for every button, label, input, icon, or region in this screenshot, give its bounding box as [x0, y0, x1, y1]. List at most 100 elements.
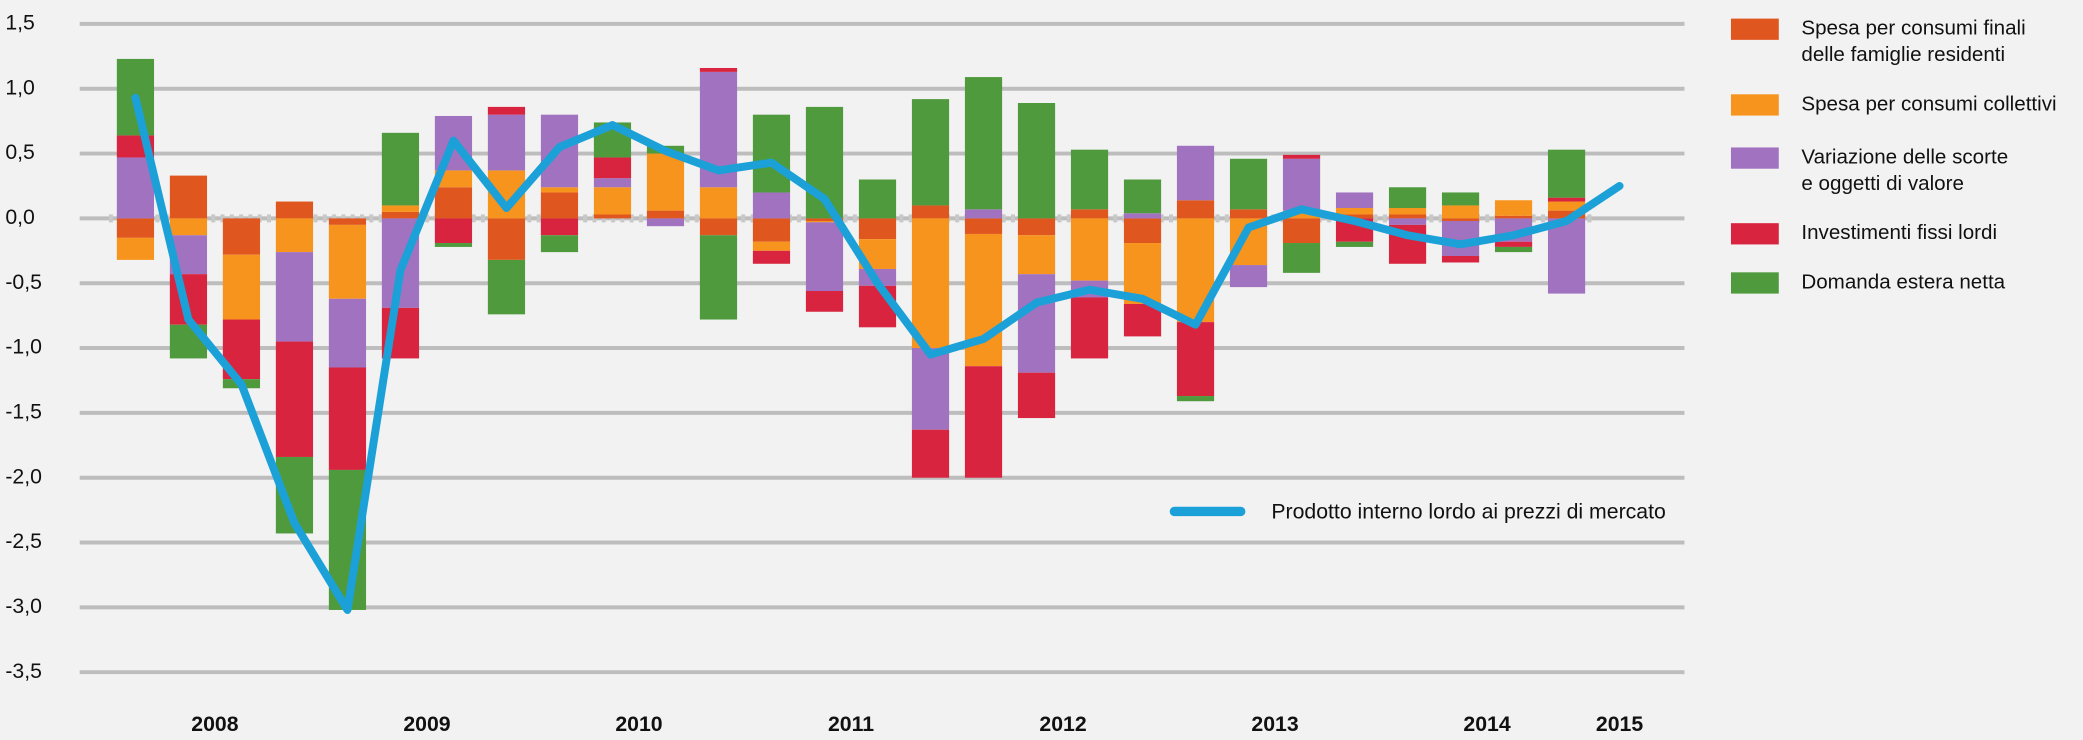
- bar-segment: [1547, 197, 1586, 202]
- bar-segment: [328, 367, 367, 470]
- legend-label: Prodotto interno lordo ai prezzi di merc…: [1271, 499, 1666, 523]
- bar-segment: [1547, 218, 1586, 294]
- legend-item: Variazione delle scorte e oggetti di val…: [1730, 146, 2009, 197]
- y-tick-label: -1,5: [5, 399, 42, 423]
- bar-segment: [805, 218, 844, 221]
- bar-segment: [699, 218, 738, 236]
- bar-segment: [911, 99, 950, 206]
- bar-segment: [805, 220, 844, 223]
- bar-segment: [1441, 255, 1480, 263]
- bar-segment: [487, 114, 526, 171]
- legend-label: Variazione delle scorte e oggetti di val…: [1801, 146, 2009, 196]
- bar-segment: [116, 237, 155, 260]
- bar-segment: [1123, 179, 1162, 214]
- bar-segment: [1441, 192, 1480, 206]
- bar-segment: [593, 157, 632, 179]
- bar-segment: [381, 132, 420, 206]
- bar-segment: [1335, 208, 1374, 215]
- x-tick-label: 2010: [615, 712, 662, 736]
- bar-segment: [1282, 210, 1321, 219]
- bar-segment: [381, 211, 420, 219]
- bar-segment: [1282, 158, 1321, 211]
- bar-segment: [752, 241, 791, 251]
- legend-swatch: [1730, 94, 1779, 116]
- bar-segment: [1229, 158, 1268, 210]
- bar-segment: [1017, 235, 1056, 275]
- bar-segment: [1494, 246, 1533, 253]
- bar-segment: [169, 218, 208, 236]
- bar-segment: [1070, 297, 1109, 359]
- bar-segment: [1547, 201, 1586, 211]
- legend-label: Spesa per consumi collettivi: [1801, 92, 2057, 116]
- bar-segment: [752, 250, 791, 264]
- bar-segment: [1070, 218, 1109, 281]
- bar-segment: [1070, 209, 1109, 219]
- bar-segment: [593, 187, 632, 215]
- bar-segment: [646, 218, 685, 227]
- bar-segment: [1494, 241, 1533, 247]
- bar-segment: [434, 170, 473, 188]
- bar-segment: [1441, 218, 1480, 221]
- bar-segment: [858, 218, 897, 240]
- bar-segment: [487, 218, 526, 260]
- legend-label: Investimenti fissi lordi: [1801, 221, 1998, 245]
- x-tick-label: 2012: [1039, 712, 1086, 736]
- x-tick-label: 2008: [191, 712, 238, 736]
- bar-segment: [434, 243, 473, 247]
- bar-segment: [1547, 149, 1586, 198]
- bar-segment: [116, 157, 155, 219]
- x-tick-label: 2011: [828, 712, 874, 736]
- bar-segment: [275, 341, 314, 457]
- legend-label: Domanda estera netta: [1801, 271, 2006, 294]
- bar-segment: [964, 77, 1003, 210]
- bar-segment: [911, 205, 950, 219]
- bar-segment: [1335, 214, 1374, 219]
- bar-segment: [699, 235, 738, 320]
- bar-segment: [752, 218, 791, 242]
- bar-segment: [1229, 209, 1268, 219]
- bar-segment: [169, 175, 208, 219]
- bar-segment: [858, 179, 897, 219]
- x-tick-label: 2013: [1251, 712, 1298, 736]
- bar-segment: [275, 252, 314, 342]
- bar-segment: [1123, 218, 1162, 244]
- y-tick-label: -1,0: [5, 335, 42, 359]
- bar-segment: [1388, 208, 1427, 215]
- bar-segment: [1176, 200, 1215, 219]
- legend-swatch: [1730, 147, 1779, 169]
- bar-segment: [911, 218, 950, 349]
- bar-segment: [1123, 213, 1162, 219]
- bar-segment: [1070, 149, 1109, 210]
- legend-item: Spesa per consumi finali delle famiglie …: [1730, 17, 2026, 69]
- bar-segment: [1017, 372, 1056, 419]
- bar-segment: [699, 67, 738, 72]
- bar-segment: [487, 259, 526, 315]
- bar-segment: [487, 106, 526, 115]
- legend-swatch: [1730, 223, 1779, 245]
- bar-segment: [1388, 187, 1427, 209]
- x-tick-label: 2009: [403, 712, 450, 736]
- legend-item: Investimenti fissi lordi: [1730, 221, 1998, 247]
- bar-segment: [752, 192, 791, 219]
- y-tick-label: 1,5: [5, 11, 35, 35]
- line: [131, 93, 1624, 614]
- y-tick-label: 0,0: [5, 205, 35, 229]
- bar-segment: [964, 218, 1003, 234]
- bar-segment: [1494, 215, 1533, 219]
- bar-segment: [964, 366, 1003, 478]
- bar-segment: [275, 218, 314, 253]
- bar-segment: [699, 187, 738, 219]
- bar-segment: [593, 214, 632, 219]
- y-tick-label: 0,5: [5, 140, 35, 164]
- x-tick-label: 2015: [1596, 712, 1643, 736]
- y-tick-label: -3,0: [5, 594, 42, 618]
- bar-segment: [116, 218, 155, 238]
- legend-swatch: [1730, 18, 1779, 40]
- bar-segment: [964, 209, 1003, 219]
- bar-segment: [328, 298, 367, 368]
- bar-segment: [1494, 200, 1533, 216]
- legend-item: Spesa per consumi collettivi: [1730, 92, 2057, 118]
- bar-segment: [1441, 205, 1480, 219]
- bar-segment: [752, 114, 791, 193]
